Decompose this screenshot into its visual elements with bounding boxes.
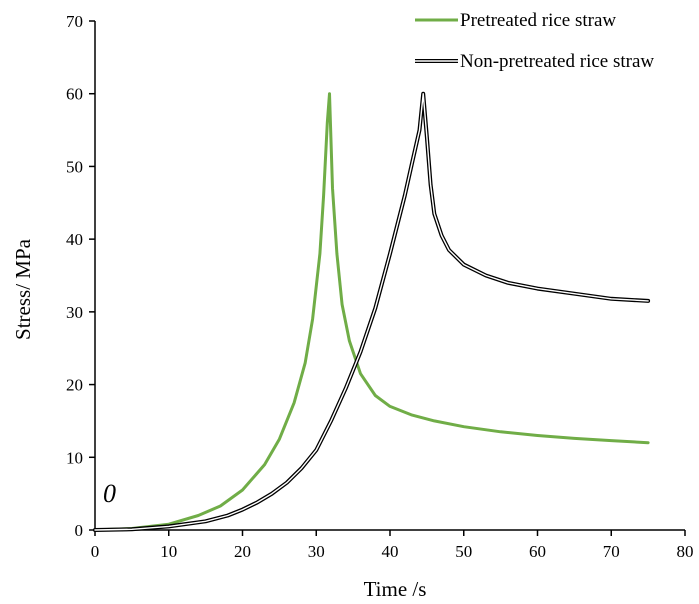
x-tick-label: 0 — [91, 542, 100, 561]
legend-label-pretreated: Pretreated rice straw — [460, 10, 616, 31]
series-line-non-pretreated-inner — [94, 92, 649, 531]
x-tick-label: 40 — [382, 542, 399, 561]
y-tick-label: 70 — [66, 12, 83, 31]
x-ticks: 0 10 20 30 40 50 60 70 80 — [91, 530, 694, 561]
series-line-pretreated — [93, 92, 650, 532]
y-ticks: 0 10 20 30 40 50 60 70 — [66, 12, 95, 540]
axes — [94, 21, 685, 531]
x-tick-label: 50 — [455, 542, 472, 561]
y-tick-label: 40 — [66, 230, 83, 249]
x-tick-label: 10 — [160, 542, 177, 561]
series-group — [93, 91, 651, 532]
legend-label-non-pretreated: Non-pretreated rice straw — [460, 51, 654, 72]
legend: Pretreated rice straw Non-pretreated ric… — [415, 10, 654, 72]
y-tick-label: 60 — [66, 85, 83, 104]
y-tick-label: 10 — [66, 448, 83, 467]
y-tick-label: 30 — [66, 303, 83, 322]
origin-annotation: 0 — [103, 479, 116, 508]
y-tick-label: 50 — [66, 157, 83, 176]
x-tick-label: 20 — [234, 542, 251, 561]
series-line-non-pretreated — [93, 91, 651, 532]
x-tick-label: 80 — [677, 542, 694, 561]
x-tick-label: 70 — [603, 542, 620, 561]
x-axis-title: Time /s — [364, 577, 427, 601]
y-axis-title: Stress/ MPa — [11, 238, 35, 340]
x-tick-label: 30 — [308, 542, 325, 561]
x-tick-label: 60 — [529, 542, 546, 561]
y-tick-label: 20 — [66, 376, 83, 395]
y-tick-label: 0 — [75, 521, 84, 540]
